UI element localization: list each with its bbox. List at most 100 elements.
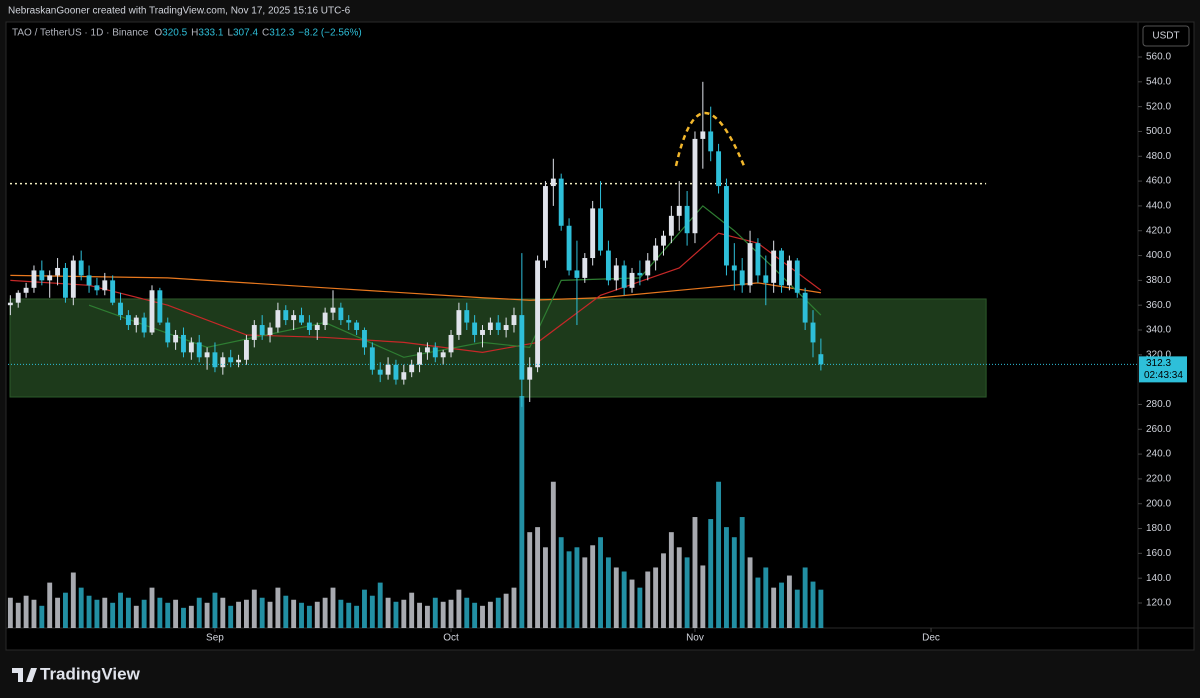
volume-bar (133, 605, 139, 628)
brand: TradingView (40, 664, 141, 683)
volume-bar (810, 581, 816, 628)
candle-body (605, 250, 611, 281)
candle-body (613, 265, 619, 281)
candle-body (86, 275, 92, 286)
volume-bar (204, 602, 210, 628)
volume-bar (676, 547, 682, 628)
y-tick-label: 400.0 (1146, 250, 1171, 261)
candle-body (70, 260, 76, 298)
x-tick-label: Sep (206, 633, 224, 644)
volume-bar (605, 557, 611, 628)
y-tick-label: 360.0 (1146, 300, 1171, 311)
ohlc-label: H (191, 28, 198, 39)
candle-body (661, 235, 666, 246)
candle-body (15, 292, 21, 303)
y-tick-label: 480.0 (1146, 151, 1171, 162)
ohlc-label: C (262, 28, 269, 39)
y-tick-label: 380.0 (1146, 275, 1171, 286)
currency[interactable]: USDT (1152, 31, 1179, 42)
symbol: TAO / TetherUS · 1D · Binance (12, 28, 149, 39)
volume-bar (228, 605, 234, 628)
volume-bar (275, 587, 281, 628)
volume-bar (70, 572, 76, 628)
volume-bar (385, 597, 391, 628)
candle-body (78, 260, 84, 276)
volume-bar (401, 599, 407, 628)
volume-bar (7, 597, 13, 628)
candle-body (393, 364, 399, 380)
candle-body (645, 260, 651, 276)
volume-bar (299, 602, 304, 628)
volume-bar (590, 545, 596, 628)
volume-bar (543, 547, 548, 628)
moving-average (10, 232, 822, 353)
volume-bar (267, 601, 273, 628)
candle-body (212, 352, 218, 368)
volume-bar (653, 567, 659, 628)
x-tick-label: Dec (922, 633, 940, 644)
volume-bar (393, 601, 399, 628)
volume-bar (23, 595, 29, 628)
candle-body (543, 186, 548, 261)
volume-bar (495, 597, 501, 628)
ohlc-label: O (154, 28, 162, 39)
volume-bar (582, 557, 588, 628)
candle-body (487, 322, 493, 330)
volume-bar (409, 592, 415, 628)
candle-body (369, 347, 375, 370)
volume-bar (519, 396, 525, 628)
volume-bar (511, 587, 517, 628)
candle-body (243, 339, 249, 360)
volume-bar (684, 557, 690, 628)
volume-bar (456, 589, 462, 628)
volume-bar (369, 595, 375, 628)
candle-body (432, 347, 438, 358)
candle-body (47, 275, 53, 281)
candle-body (220, 357, 226, 368)
candle-body (519, 315, 525, 380)
candle-body (251, 325, 257, 340)
candle-body (23, 287, 29, 293)
candle-body (590, 208, 596, 259)
volume-bar (472, 602, 478, 628)
volume-bar (668, 532, 674, 628)
y-tick-label: 140.0 (1146, 573, 1171, 584)
y-tick-label: 260.0 (1146, 424, 1171, 435)
volume-bar (464, 597, 470, 628)
volume-bar (306, 605, 312, 628)
volume-bar (535, 527, 541, 628)
candle-body (236, 359, 242, 363)
volume-bar (739, 517, 745, 628)
candle-body (385, 364, 391, 375)
candle-body (283, 310, 289, 321)
volume-bar (165, 602, 171, 628)
ohlc-value: 333.1 (198, 28, 223, 39)
currency-button[interactable] (1142, 25, 1190, 47)
candle-body (133, 317, 139, 326)
candle-body (621, 265, 627, 288)
volume-bar (47, 582, 53, 628)
volume-bar (574, 547, 580, 628)
volume-bar (755, 577, 761, 628)
volume-bar (173, 599, 179, 628)
candle-body (228, 357, 234, 363)
candle-body (574, 270, 580, 278)
candle-body (440, 352, 446, 358)
y-tick-label: 340.0 (1146, 325, 1171, 336)
volume-bar (188, 605, 194, 628)
moving-average (88, 205, 822, 358)
volume-bar (220, 597, 226, 628)
y-tick-label: 420.0 (1146, 225, 1171, 236)
candle-body (417, 352, 422, 365)
volume-bar (692, 517, 698, 628)
candle-body (779, 250, 784, 286)
y-tick-label: 500.0 (1146, 126, 1171, 137)
candle-body (771, 250, 777, 283)
volume-bar (118, 592, 123, 628)
candle-body (637, 272, 643, 276)
candle-body (535, 260, 541, 368)
candle-body (346, 320, 352, 323)
volume-bar (55, 597, 61, 628)
y-tick-label: 120.0 (1146, 598, 1171, 609)
volume-bar (621, 571, 627, 628)
